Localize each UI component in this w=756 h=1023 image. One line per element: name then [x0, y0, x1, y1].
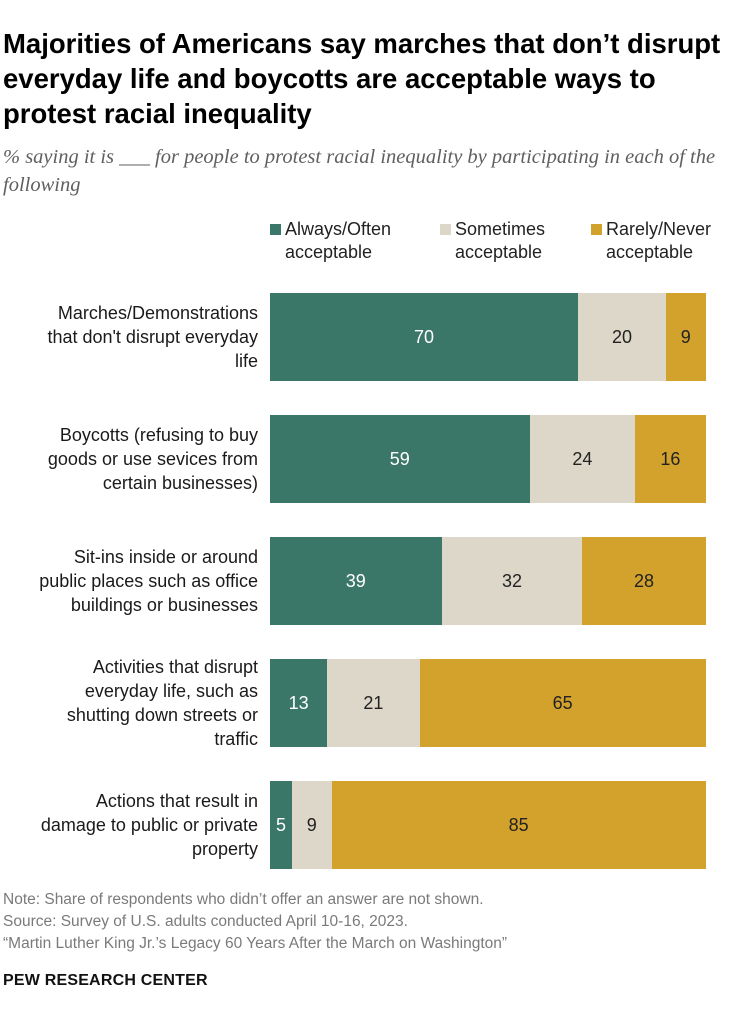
- legend-label-sometimes-line2: acceptable: [455, 242, 543, 262]
- bar-row-boycotts: 59 24 16: [270, 415, 710, 503]
- source-text: Source: Survey of U.S. adults conducted …: [3, 913, 408, 930]
- bar-segment-sit-ins-sometimes: [441, 537, 583, 625]
- category-label-line: buildings or businesses: [70, 595, 258, 615]
- data-label-sit-ins-always-often: 39: [345, 570, 366, 591]
- bar-segment-disruptive-activities-sometimes: [327, 659, 420, 747]
- bar-row-property-damage: 5 9 85: [270, 781, 710, 869]
- data-label-boycotts-rarely-never: 16: [660, 448, 681, 469]
- bar-row-marches: 70 20 9: [270, 293, 710, 381]
- category-label-line: Sit-ins inside or around: [73, 547, 258, 567]
- category-label-line: goods or use sevices from: [47, 449, 258, 469]
- data-label-marches-rarely-never: 9: [680, 326, 691, 347]
- category-label-line: Actions that result in: [95, 791, 258, 811]
- category-label-line: Boycotts (refusing to buy: [59, 425, 258, 445]
- category-label-line: Activities that disrupt: [92, 657, 258, 677]
- note-text: Note: Share of respondents who didn’t of…: [3, 891, 484, 908]
- bar-segment-boycotts-rarely-never: [635, 415, 706, 503]
- category-label-line: damage to public or private: [40, 815, 258, 835]
- category-label-line: certain businesses): [102, 473, 258, 493]
- data-label-property-damage-always-often: 5: [275, 814, 286, 835]
- bar-segment-disruptive-activities-always-often: [270, 659, 328, 747]
- bar-segment-sit-ins-always-often: [270, 537, 442, 625]
- category-label-line: public places such as office: [39, 571, 258, 591]
- data-label-sit-ins-sometimes: 32: [501, 570, 522, 591]
- bar-segment-boycotts-always-often: [270, 415, 530, 503]
- data-label-marches-sometimes: 20: [611, 326, 633, 347]
- legend-swatch-always-often: [270, 224, 281, 235]
- category-label-boycotts: Boycotts (refusing to buy goods or use se…: [0, 423, 258, 495]
- legend-label-rarely-never-line2: acceptable: [606, 242, 694, 262]
- category-label-marches: Marches/Demonstrations that don't disrupt…: [0, 301, 258, 373]
- data-label-boycotts-sometimes: 24: [572, 448, 593, 469]
- data-label-property-damage-sometimes: 9: [306, 814, 317, 835]
- data-label-disruptive-activities-sometimes: 21: [363, 692, 384, 713]
- category-label-line: Marches/Demonstrations: [57, 303, 258, 323]
- category-label-line: that don't disrupt everyday: [47, 327, 258, 347]
- category-label-line: traffic: [214, 729, 258, 749]
- bar-segment-disruptive-activities-rarely-never: [419, 659, 706, 747]
- legend-swatch-sometimes: [440, 224, 451, 235]
- legend-label-always-often-line1: Always/Often: [285, 219, 392, 239]
- category-label-disruptive-activities: Activities that disrupt everyday life, su…: [0, 655, 258, 751]
- legend-label-rarely-never-line1: Rarely/Never: [606, 219, 712, 239]
- category-label-sit-ins: Sit-ins inside or around public places su…: [0, 545, 258, 617]
- legend-swatch-rarely-never: [591, 224, 602, 235]
- bar-segment-marches-sometimes: [578, 293, 666, 381]
- bar-row-disruptive-activities: 13 21 65: [270, 659, 710, 747]
- data-label-marches-always-often: 70: [413, 326, 435, 347]
- report-title-text: “Martin Luther King Jr.’s Legacy 60 Year…: [3, 935, 508, 952]
- category-label-line: everyday life, such as: [84, 681, 258, 701]
- bar-segment-property-damage-always-often: [270, 781, 292, 869]
- data-label-property-damage-rarely-never: 85: [508, 814, 529, 835]
- chart-title: Majorities of Americans say marches that…: [3, 28, 721, 129]
- bar-segment-property-damage-sometimes: [292, 781, 332, 869]
- category-label-property-damage: Actions that result in damage to public o…: [0, 789, 258, 861]
- category-label-line: property: [191, 839, 258, 859]
- legend-label-always-often-line2: acceptable: [285, 242, 373, 262]
- data-label-disruptive-activities-rarely-never: 65: [552, 692, 573, 713]
- bar-row-sit-ins: 39 32 28: [270, 537, 710, 625]
- bar-segment-marches-rarely-never: [666, 293, 706, 381]
- bar-segment-marches-always-often: [270, 293, 578, 381]
- data-label-boycotts-always-often: 59: [389, 448, 410, 469]
- bar-segment-sit-ins-rarely-never: [582, 537, 706, 625]
- legend-label-sometimes-line1: Sometimes: [455, 219, 546, 239]
- chart-subtitle: % saying it is ___ for people to protest…: [3, 146, 716, 196]
- bar-segment-boycotts-sometimes: [529, 415, 636, 503]
- pew-logo-text: PEW RESEARCH CENTER: [3, 972, 208, 989]
- category-label-line: life: [234, 351, 258, 371]
- category-label-line: shutting down streets or: [66, 705, 258, 725]
- data-label-sit-ins-rarely-never: 28: [633, 570, 654, 591]
- data-label-disruptive-activities-always-often: 13: [288, 692, 309, 713]
- bar-segment-property-damage-rarely-never: [331, 781, 706, 869]
